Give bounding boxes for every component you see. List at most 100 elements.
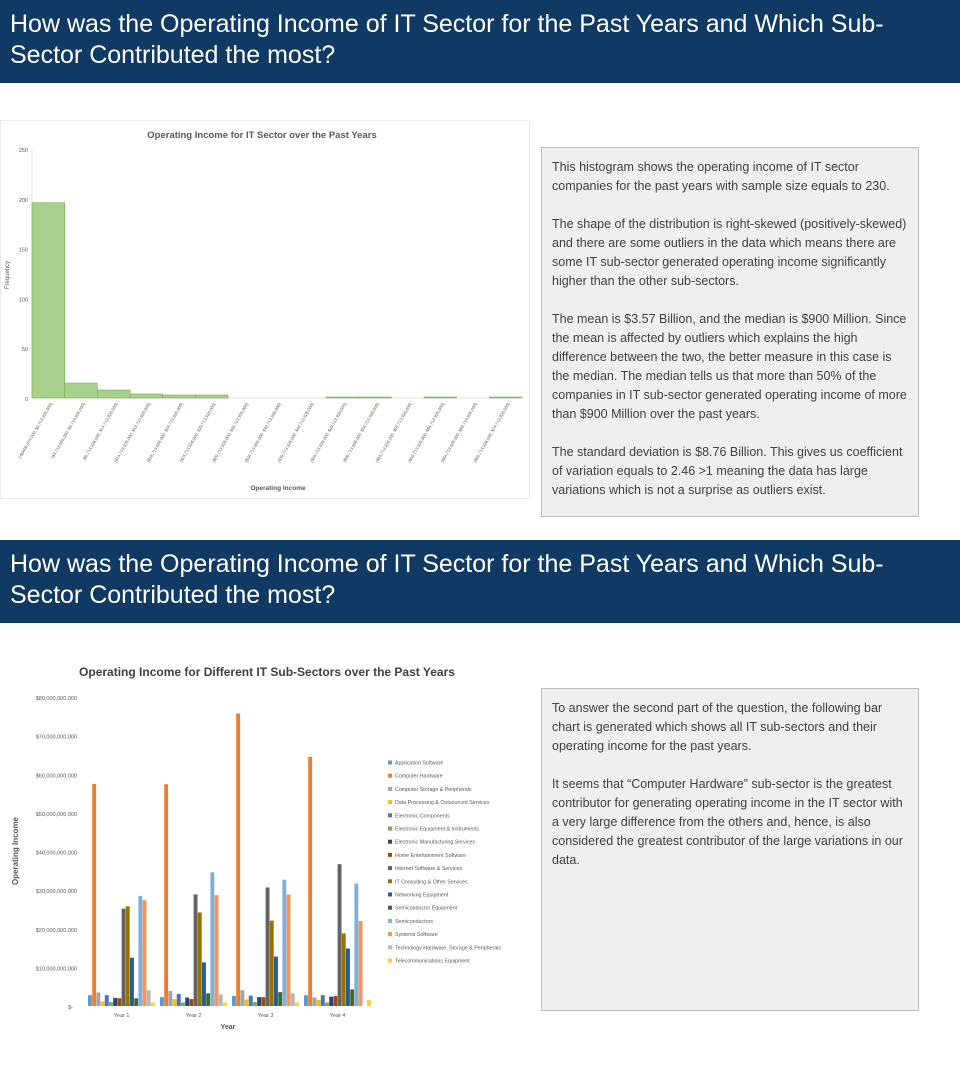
bar-4 (100, 1001, 105, 1006)
bar-2 (92, 783, 97, 1006)
legend-label: Telecommunications Equipment (395, 959, 470, 965)
bar-12 (350, 989, 355, 1006)
y-tick-label: $70,000,000,000 (36, 735, 77, 741)
bar-chart-explanation-box: To answer the second part of the questio… (541, 688, 919, 1011)
legend-label: Computer Storage & Peripherals (395, 787, 472, 793)
y-tick-label: 100 (19, 297, 28, 303)
chart-title: Operating Income for Different IT Sub-Se… (79, 665, 455, 679)
x-tick-label: ($59,713,926,000, $64,713,926,000] (407, 402, 445, 463)
bar-6 (109, 1002, 113, 1006)
bar-3 (96, 992, 101, 1006)
legend-label: Data Processing & Outsourced Services (395, 800, 490, 806)
legend-swatch (388, 826, 392, 831)
legend-label: Electronic Manufacturing Services (395, 840, 475, 846)
y-tick-label: $10,000,000,000 (36, 966, 77, 972)
bar-15 (146, 990, 151, 1006)
bar-3 (240, 990, 245, 1006)
bar-4 (316, 999, 321, 1006)
legend-swatch (388, 800, 392, 805)
bar-9 (337, 864, 342, 1006)
histogram-bar (489, 396, 523, 399)
bar-4 (244, 999, 249, 1006)
explanation-paragraph: It seems that “Computer Hardware” sub-se… (552, 777, 903, 867)
histogram-bar (358, 396, 392, 399)
legend-swatch (388, 905, 392, 910)
histogram-bar (129, 393, 163, 399)
bar-9 (121, 908, 126, 1006)
explanation-paragraph: To answer the second part of the questio… (552, 701, 883, 753)
bar-6 (253, 1002, 257, 1006)
bar-8 (333, 995, 338, 1006)
histogram-bar (325, 396, 359, 399)
y-axis-title: Operating Income (11, 816, 20, 885)
bar-10 (341, 933, 346, 1006)
y-tick-label: $- (68, 1005, 73, 1011)
histogram-bar (31, 202, 65, 399)
explanation-paragraph: The shape of the distribution is right-s… (552, 217, 907, 288)
legend-label: Systems Software (395, 932, 438, 938)
y-tick-label: $40,000,000,000 (36, 851, 77, 857)
bar-10 (125, 906, 130, 1006)
x-tick-label: ($54,713,926,000, $59,713,926,000] (374, 402, 412, 463)
legend-swatch (388, 852, 392, 857)
bar-8 (261, 997, 266, 1006)
legend-swatch (388, 760, 392, 765)
bar-11 (202, 962, 206, 1006)
y-axis-title: Frequency (5, 261, 11, 289)
x-tick-label: Year 4 (330, 1013, 346, 1019)
legend-swatch (388, 958, 392, 963)
histogram-bar (162, 394, 196, 399)
bar-5 (104, 995, 109, 1006)
histogram-bar (423, 396, 457, 399)
bar-7 (113, 997, 118, 1006)
x-tick-label: ($39,713,926,000, $44,713,926,000] (276, 402, 314, 463)
x-tick-label: ($29,713,926,000, $34,713,926,000] (211, 402, 249, 463)
bar-5 (320, 995, 325, 1006)
y-tick-label: $30,000,000,000 (36, 889, 77, 895)
x-tick-label: ($24,713,926,000, $29,713,926,000] (178, 402, 216, 463)
bar-10 (197, 912, 202, 1006)
bar-11 (130, 957, 134, 1006)
legend-swatch (388, 892, 392, 897)
legend-label: Networking Equipment (395, 893, 449, 899)
histogram-chart: Operating Income for IT Sector over the … (0, 120, 530, 499)
bar-3 (312, 997, 317, 1006)
x-tick-label: ($64,713,926,000, $69,713,926,000] (440, 402, 478, 463)
bar-14 (286, 894, 291, 1006)
y-tick-label: 250 (19, 148, 28, 154)
y-tick-label: 50 (22, 347, 28, 353)
x-tick-label: Year 1 (114, 1013, 130, 1019)
histogram-explanation-box: This histogram shows the operating incom… (541, 147, 919, 517)
legend-swatch (388, 932, 392, 937)
x-tick-label: Year 2 (186, 1013, 202, 1019)
bar-13 (210, 872, 215, 1006)
bar-15 (290, 993, 295, 1006)
y-tick-label: $50,000,000,000 (36, 812, 77, 818)
legend-swatch (388, 773, 392, 778)
x-tick-label: ($3,713,926,000, $9,713,926,000] (50, 402, 86, 459)
bar-12 (206, 993, 211, 1006)
bar-6 (325, 1002, 329, 1006)
legend-label: Computer Hardware (395, 774, 443, 780)
bar-2 (308, 756, 313, 1006)
x-tick-label: ($49,713,926,000, $54,713,926,000] (342, 402, 380, 463)
bar-16 (367, 1000, 371, 1006)
bar-10 (269, 920, 274, 1006)
legend-label: IT Consulting & Other Services (395, 879, 468, 885)
bar-13 (138, 895, 143, 1006)
legend-swatch (388, 786, 392, 791)
y-tick-label: 150 (19, 248, 28, 254)
chart-title: Operating Income for IT Sector over the … (147, 130, 376, 141)
legend-swatch (388, 866, 392, 871)
explanation-paragraph: The mean is $3.57 Billion, and the media… (552, 312, 907, 421)
bar-16 (151, 1002, 155, 1006)
histogram-bar (64, 382, 98, 399)
x-tick-label: [-$9496,074,000, $3,713,926,000] (17, 402, 53, 459)
section-2-header: How was the Operating Income of IT Secto… (0, 540, 960, 623)
bar-4 (172, 999, 177, 1006)
bar-2 (236, 713, 241, 1006)
bar-5 (176, 994, 181, 1006)
legend-label: Electronic Components (395, 813, 450, 819)
legend-label: Electronic Equipment & Instruments (395, 827, 480, 833)
bar-7 (257, 997, 262, 1006)
